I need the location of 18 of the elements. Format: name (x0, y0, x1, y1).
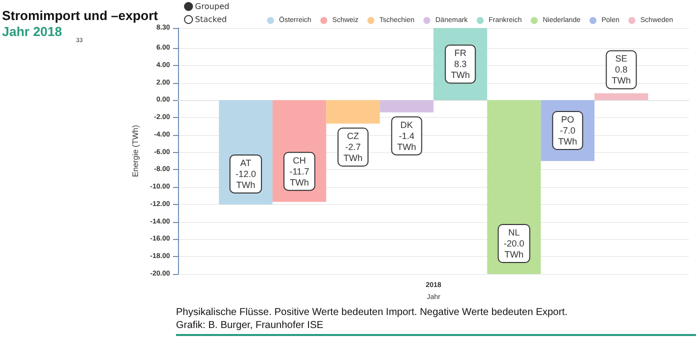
data-label: CH -11.7 TWh (289, 155, 310, 188)
text: Stacked (195, 15, 227, 24)
chart-title: Stromimport und –export (2, 8, 158, 23)
bar (380, 100, 434, 112)
data-label: FR 8.3 TWh (450, 48, 470, 80)
bar (594, 93, 648, 100)
data-label: SE 0.8 TWh (612, 54, 631, 86)
text: Grouped (195, 2, 230, 11)
data-label: DK -1.4 TWh (397, 120, 416, 152)
text: Grafik: B. Burger, Fraunhofer ISE (176, 319, 324, 332)
data-label: NL -20.0 TWh (504, 228, 524, 260)
y-axis-title: Energie (TWh) (130, 124, 140, 178)
data-label: AT -12.0 TWh (235, 158, 256, 190)
bar (326, 100, 380, 124)
data-label: PO -7.0 TWh (558, 114, 578, 146)
data-label: CZ -2.7 TWh (344, 131, 363, 164)
text: Jahr 2018 (2, 24, 62, 39)
text: Physikalische Flüsse. Positive Werte bedeuten Import. Negative Werte bedeuten Export. (176, 306, 568, 319)
